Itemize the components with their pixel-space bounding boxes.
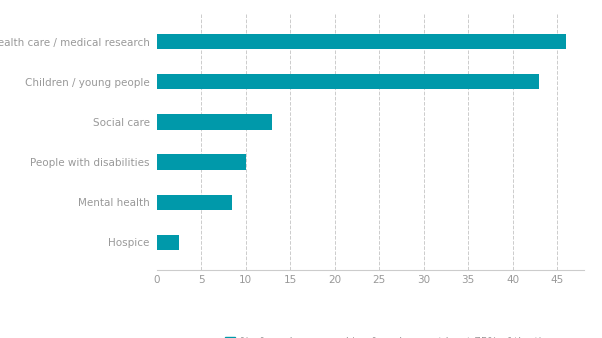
Bar	[157, 154, 246, 170]
Bar	[157, 235, 179, 250]
Bar	[157, 195, 232, 210]
Bar	[157, 34, 566, 49]
Bar	[157, 74, 539, 89]
Bar	[157, 114, 272, 129]
Legend: % of employees working from home at least 75% of the time: % of employees working from home at leas…	[225, 337, 558, 338]
